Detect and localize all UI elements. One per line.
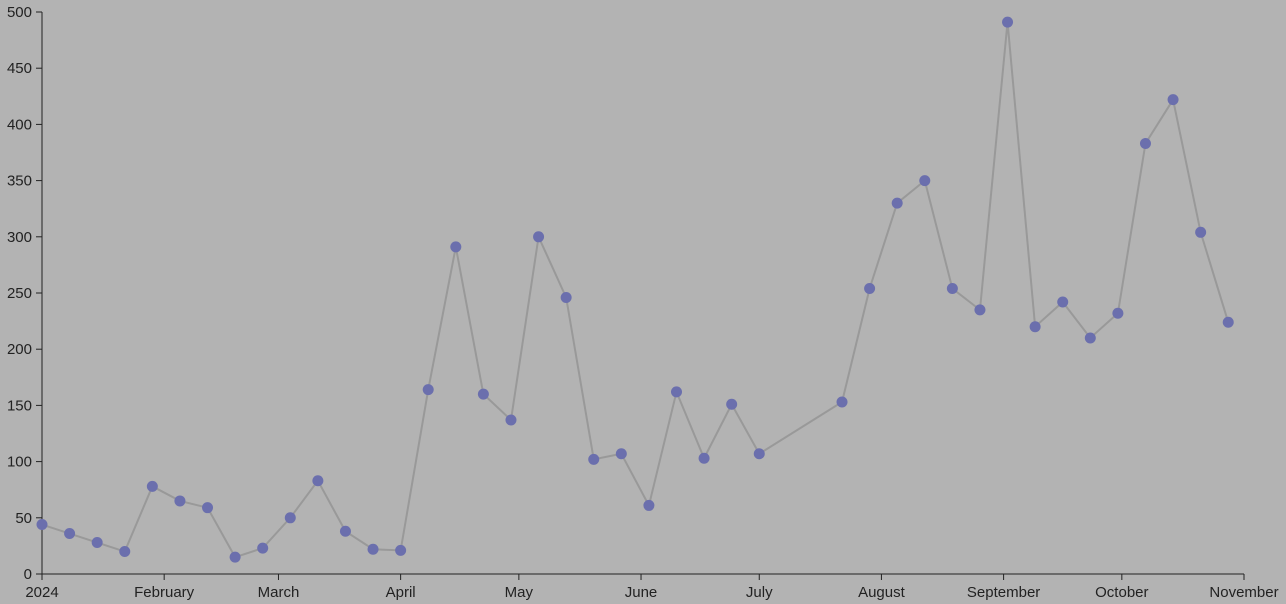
data-point xyxy=(1195,226,1207,238)
data-point xyxy=(505,414,517,426)
y-tick-label: 300 xyxy=(7,229,32,246)
data-point xyxy=(119,546,131,558)
x-tick-label: October xyxy=(1095,584,1148,601)
data-point xyxy=(1222,316,1234,328)
data-point xyxy=(450,241,462,253)
data-point xyxy=(174,495,186,507)
x-tick-label: March xyxy=(258,584,300,601)
data-line xyxy=(41,22,1230,559)
data-point xyxy=(726,398,738,410)
x-tick-label: September xyxy=(967,584,1040,601)
data-point xyxy=(339,525,351,537)
data-point xyxy=(91,537,103,549)
data-point xyxy=(836,396,848,408)
data-point xyxy=(615,448,627,460)
x-tick-label: April xyxy=(386,584,416,601)
data-point xyxy=(284,512,296,524)
data-point xyxy=(891,197,903,209)
y-tick-label: 350 xyxy=(7,173,32,190)
x-tick-label: August xyxy=(858,584,906,601)
data-point xyxy=(1002,16,1014,28)
y-tick-label: 250 xyxy=(7,285,32,302)
data-point xyxy=(588,453,600,465)
x-tick-label: November xyxy=(1209,584,1278,601)
data-point xyxy=(146,480,158,492)
data-point xyxy=(36,519,48,531)
data-point xyxy=(533,231,545,243)
data-point xyxy=(919,175,931,187)
y-tick-label: 500 xyxy=(7,4,32,21)
data-point xyxy=(64,528,76,540)
data-point xyxy=(229,551,241,563)
y-tick-label: 400 xyxy=(7,116,32,133)
data-point xyxy=(1167,94,1179,106)
data-point xyxy=(202,502,214,514)
y-tick-label: 150 xyxy=(7,397,32,414)
data-point xyxy=(698,452,710,464)
y-tick-label: 200 xyxy=(7,341,32,358)
data-point xyxy=(946,283,958,295)
data-point xyxy=(560,291,572,303)
x-tick-label: July xyxy=(746,584,773,601)
data-point xyxy=(422,384,434,396)
data-point xyxy=(974,304,986,316)
data-point xyxy=(1084,332,1096,344)
x-tick-label: 2024 xyxy=(25,584,58,601)
data-point xyxy=(643,499,655,511)
data-point xyxy=(1112,307,1124,319)
data-point xyxy=(367,543,379,555)
x-tick-label: May xyxy=(505,584,534,601)
y-tick-label: 50 xyxy=(15,510,32,527)
data-point xyxy=(312,475,324,487)
data-point xyxy=(257,542,269,554)
y-tick-label: 450 xyxy=(7,60,32,77)
x-tick-label: February xyxy=(134,584,195,601)
data-point xyxy=(395,544,407,556)
y-tick-label: 0 xyxy=(24,566,32,583)
data-point xyxy=(1057,296,1069,308)
x-tick-label: June xyxy=(625,584,658,601)
data-point xyxy=(1139,138,1151,150)
data-point xyxy=(753,448,765,460)
data-point xyxy=(1029,321,1041,333)
data-point xyxy=(864,283,876,295)
data-point xyxy=(477,388,489,400)
data-point xyxy=(670,386,682,398)
y-tick-label: 100 xyxy=(7,454,32,471)
